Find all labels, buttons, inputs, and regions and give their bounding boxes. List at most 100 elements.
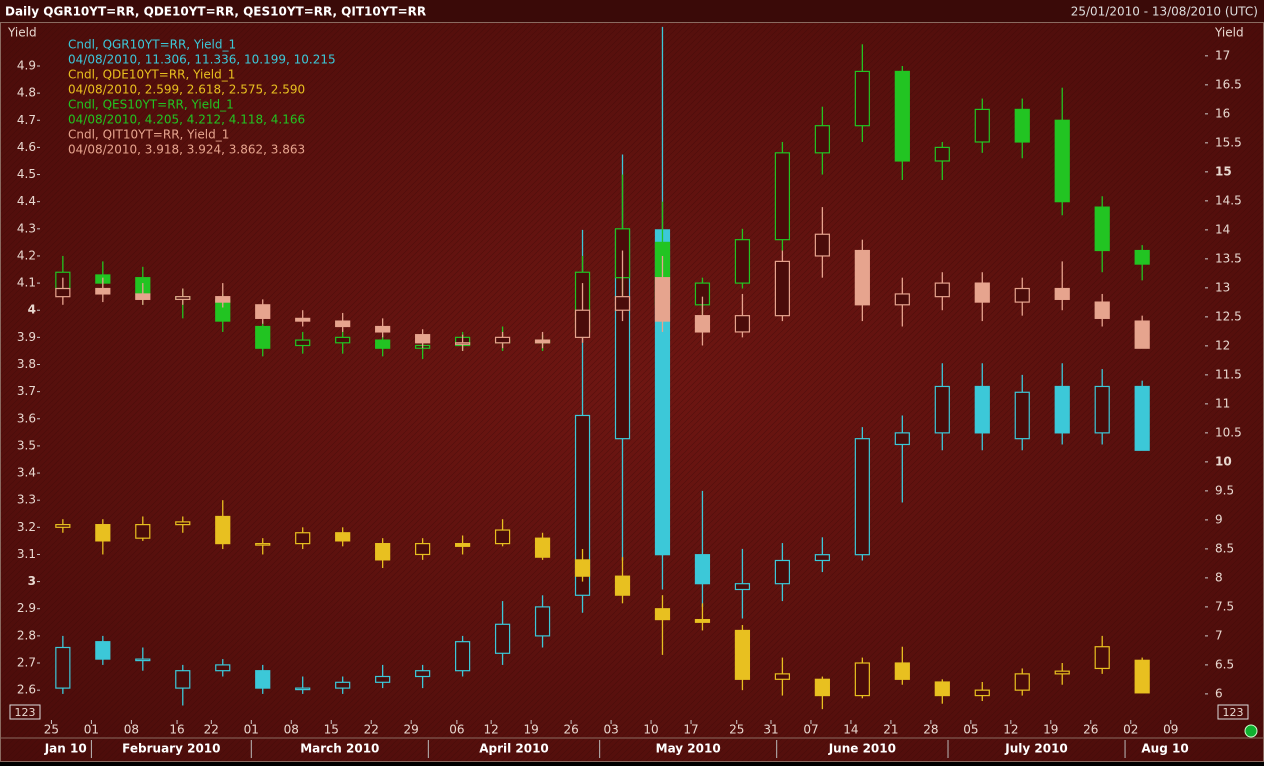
candle-body bbox=[295, 687, 311, 691]
candle-body bbox=[375, 675, 391, 683]
y-tick-label: 3.5 bbox=[17, 438, 36, 452]
candle-body bbox=[534, 537, 551, 558]
y2-tick-label: 16 bbox=[1215, 106, 1230, 120]
x-tick-label: 26 bbox=[1083, 723, 1098, 737]
y2-tick-label: 6 bbox=[1215, 686, 1223, 700]
candle-body bbox=[135, 293, 151, 300]
candle-body bbox=[1134, 659, 1150, 694]
candle-body bbox=[1014, 287, 1030, 303]
y-tick-label: 4.2 bbox=[17, 248, 36, 262]
x-tick-label: 09 bbox=[1163, 723, 1178, 737]
legend-last: 04/08/2010, 4.205, 4.212, 4.118, 4.166 bbox=[68, 113, 305, 127]
candle-body bbox=[1094, 646, 1110, 670]
y-tick-label: 4.8 bbox=[17, 86, 36, 100]
legend-last: 04/08/2010, 3.918, 3.924, 3.862, 3.863 bbox=[68, 143, 305, 157]
candle-body bbox=[774, 152, 791, 241]
candle-body bbox=[574, 309, 591, 338]
candle-body bbox=[1014, 673, 1030, 691]
candle-body bbox=[814, 554, 830, 562]
candle-body bbox=[255, 325, 271, 349]
y-tick-label: 3.7 bbox=[17, 384, 36, 398]
y2-tick-label: 14.5 bbox=[1215, 193, 1242, 207]
month-label: Aug 10 bbox=[1141, 742, 1188, 756]
status-indicator bbox=[1244, 724, 1258, 738]
candle-body bbox=[974, 385, 990, 434]
y-tick-label: 3.1 bbox=[17, 547, 36, 561]
y2-tick-label: 6.5 bbox=[1215, 657, 1234, 671]
candle-body bbox=[934, 146, 950, 162]
x-tick-label: 15 bbox=[324, 723, 339, 737]
y-tick-label: 4.5 bbox=[17, 167, 36, 181]
x-tick-label: 28 bbox=[923, 723, 938, 737]
legend-last: 04/08/2010, 11.306, 11.336, 10.199, 10.2… bbox=[68, 53, 336, 67]
header-bar bbox=[0, 0, 1264, 22]
y-tick-label: 2.7 bbox=[17, 656, 36, 670]
candle-body bbox=[1054, 287, 1070, 300]
month-label: May 2010 bbox=[656, 742, 721, 756]
candle-body bbox=[654, 277, 671, 322]
month-label: April 2010 bbox=[479, 742, 549, 756]
candle-body bbox=[454, 342, 471, 345]
candle-body bbox=[295, 317, 311, 322]
candle-body bbox=[894, 432, 910, 446]
candle-body bbox=[734, 629, 751, 680]
candle-body bbox=[694, 554, 711, 585]
x-tick-label: 12 bbox=[1003, 723, 1018, 737]
y2-tick-label: 14 bbox=[1215, 222, 1230, 236]
y-tick-label: 3.2 bbox=[17, 520, 36, 534]
y-axis-label: Yield bbox=[7, 26, 37, 40]
x-tick-label: 21 bbox=[883, 723, 898, 737]
candle-body bbox=[734, 583, 751, 591]
y2-axis-label: Yield bbox=[1214, 26, 1244, 40]
x-tick-label: 16 bbox=[169, 723, 184, 737]
candle-body bbox=[335, 336, 351, 344]
y2-tick-label: 7.5 bbox=[1215, 599, 1234, 613]
candle-body bbox=[854, 249, 870, 306]
x-tick-label: 08 bbox=[124, 723, 139, 737]
candle-body bbox=[1054, 385, 1070, 434]
candle-body bbox=[574, 414, 591, 596]
date-range: 25/01/2010 - 13/08/2010 (UTC) bbox=[1071, 5, 1258, 19]
y2-tick-label: 11.5 bbox=[1215, 367, 1242, 381]
candle-body bbox=[494, 336, 511, 344]
candle-body bbox=[375, 339, 391, 349]
x-tick-label: 17 bbox=[683, 723, 698, 737]
month-label: Jan 10 bbox=[44, 742, 87, 756]
candle-body bbox=[974, 689, 990, 697]
candle-body bbox=[295, 339, 311, 347]
candle-body bbox=[55, 287, 71, 298]
legend-name: Cndl, QDE10YT=RR, Yield_1 bbox=[68, 68, 235, 82]
candle-body bbox=[175, 296, 191, 300]
y2-tick-label: 13.5 bbox=[1215, 251, 1242, 265]
candle-body bbox=[135, 658, 151, 662]
x-tick-label: 06 bbox=[449, 723, 464, 737]
month-label: February 2010 bbox=[122, 742, 220, 756]
y-tick-label: 4.1 bbox=[17, 276, 36, 290]
candle-body bbox=[894, 293, 910, 306]
x-tick-label: 22 bbox=[364, 723, 379, 737]
candle-body bbox=[774, 673, 791, 680]
y2-tick-label: 10 bbox=[1215, 454, 1232, 468]
y-tick-label: 4.3 bbox=[17, 221, 36, 235]
scale-badge: 123 bbox=[1223, 706, 1244, 719]
y-tick-label: 3.4 bbox=[17, 466, 36, 480]
y2-tick-label: 11 bbox=[1215, 396, 1230, 410]
candle-body bbox=[1054, 670, 1070, 675]
candle-body bbox=[95, 287, 111, 295]
candle-body bbox=[255, 543, 271, 546]
y2-tick-label: 13 bbox=[1215, 280, 1230, 294]
candle-body bbox=[694, 618, 711, 623]
y2-tick-label: 9 bbox=[1215, 512, 1223, 526]
y-tick-label: 4.7 bbox=[17, 113, 36, 127]
candle-body bbox=[335, 320, 351, 328]
x-tick-label: 26 bbox=[563, 723, 578, 737]
candle-body bbox=[534, 606, 551, 637]
candle-body bbox=[335, 681, 351, 689]
y2-tick-label: 10.5 bbox=[1215, 425, 1242, 439]
candle-body bbox=[1134, 385, 1150, 451]
candle-body bbox=[934, 282, 950, 298]
candle-body bbox=[95, 524, 111, 542]
candle-body bbox=[454, 641, 471, 672]
candle-body bbox=[1094, 206, 1110, 252]
